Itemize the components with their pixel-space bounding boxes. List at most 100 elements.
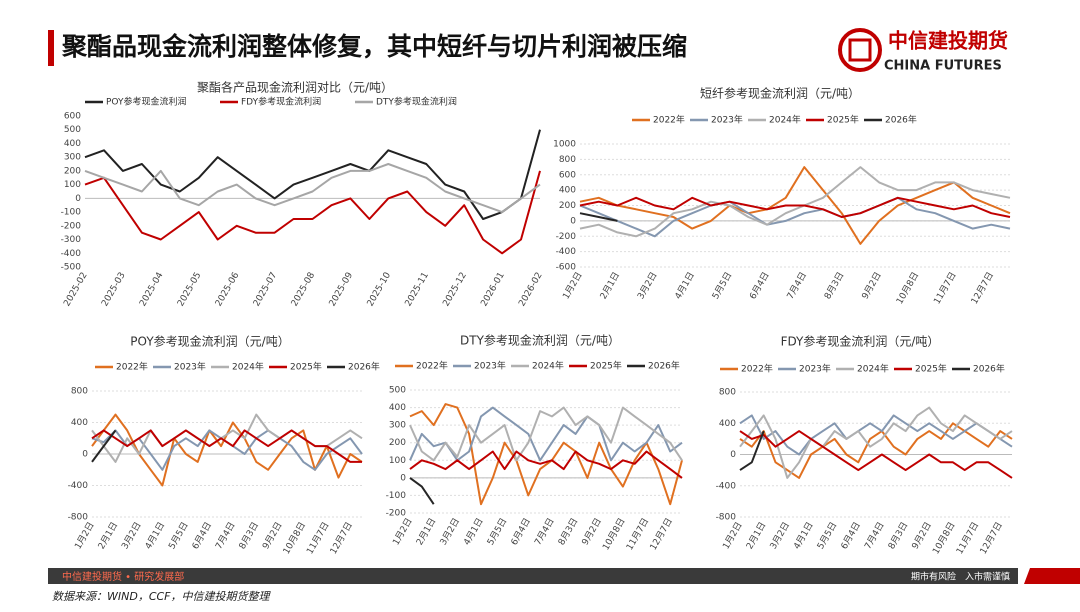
legend-label: FDY参考现金流利润 [241,96,321,108]
series-line [739,406,1013,479]
x-tick-label: 1月2日 [391,516,415,547]
footer-left: 中信建投期货 • 研究发展部 [62,570,184,583]
x-tick-label: 7月4日 [213,520,237,551]
y-tick-label: -600 [556,263,577,273]
x-tick-label: 6月4日 [839,520,863,551]
series-line [409,450,683,479]
footer-bar [48,568,1018,584]
y-tick-label: 400 [71,418,88,428]
y-tick-label: -100 [386,491,407,501]
legend-label: 2024年 [232,361,264,373]
legend-label: 2025年 [590,360,622,372]
y-tick-label: 200 [389,438,406,448]
y-tick-label: -400 [556,247,577,257]
x-tick-label: 4月1日 [791,520,815,551]
y-tick-label: 0 [400,473,406,483]
series-line [739,422,1013,479]
y-tick-label: -400 [716,481,737,491]
legend-label: 2024年 [769,114,801,126]
series-line [409,406,683,462]
legend-label: 2026年 [885,114,917,126]
x-tick-label: 8月3日 [556,516,580,547]
legend-label: 2024年 [532,360,564,372]
x-tick-label: 1月2日 [73,520,97,551]
y-tick-label: 800 [559,155,576,165]
chart-title: 聚酯各产品现金流利润对比（元/吨） [197,80,393,95]
x-tick-label: 2月1日 [414,516,438,547]
x-tick-label: 11月7日 [954,520,981,556]
legend-label: 2023年 [474,360,506,372]
x-tick-label: 2月1日 [744,520,768,551]
legend-label: 2026年 [348,361,380,373]
series-line [739,430,1013,479]
legend-label: DTY参考现金流利润 [376,96,457,108]
x-tick-label: 2025-03 [100,271,127,309]
y-tick-label: 500 [64,125,81,135]
x-tick-label: 4月1日 [461,516,485,547]
x-tick-label: 2月1日 [96,520,120,551]
series-line [579,166,1011,238]
x-tick-label: 2025-10 [366,271,394,309]
y-tick-label: 400 [389,403,406,413]
x-tick-label: 6月4日 [190,520,214,551]
y-tick-label: -200 [386,509,407,519]
x-tick-label: 7月4日 [862,520,886,551]
y-tick-label: -400 [68,481,89,491]
footer-right: 期市有风险 入市需谨慎 [911,571,1010,583]
y-tick-label: 600 [559,170,576,180]
x-tick-label: 2025-07 [252,271,279,309]
series-line [739,430,765,471]
x-tick-label: 2月1日 [598,270,622,301]
x-tick-label: 12月7日 [978,520,1005,556]
y-tick-label: 600 [64,112,81,122]
series-line [91,413,363,487]
x-tick-label: 12月7日 [328,520,355,556]
x-tick-label: 9月2日 [910,520,934,551]
y-tick-label: -300 [61,235,82,245]
y-tick-label: 0 [75,194,81,204]
x-tick-label: 2026-02 [517,271,544,309]
legend-label: 2022年 [416,360,448,372]
y-tick-label: -400 [61,249,82,259]
y-tick-label: 0 [82,450,88,460]
x-tick-label: 3月2日 [635,270,659,301]
x-tick-label: 11月7日 [624,516,651,552]
y-tick-label: 200 [559,201,576,211]
x-tick-label: 1月2日 [721,520,745,551]
x-tick-label: 2025-05 [176,271,203,309]
y-tick-label: -200 [61,221,82,231]
chart-title: FDY参考现金流利润（元/吨） [781,334,940,349]
legend-label: 2022年 [741,363,773,375]
y-tick-label: 300 [64,153,81,163]
y-tick-label: -200 [556,232,577,242]
chart-title: POY参考现金流利润（元/吨） [130,334,289,349]
series-line [409,477,435,505]
x-tick-label: 1月2日 [561,270,585,301]
y-tick-label: 0 [570,216,576,226]
series-line [84,129,541,220]
y-tick-label: 1000 [553,140,576,150]
y-tick-label: 800 [71,387,88,397]
legend-label: 2025年 [915,363,947,375]
x-tick-label: 2025-02 [62,271,89,309]
x-tick-label: 10月8日 [894,270,921,306]
x-tick-label: 4月1日 [143,520,167,551]
series-line [84,163,541,214]
x-tick-label: 3月2日 [768,520,792,551]
series-line [409,403,683,506]
x-tick-label: 9月2日 [580,516,604,547]
legend-label: 2023年 [799,363,831,375]
y-tick-label: 200 [64,166,81,176]
x-tick-label: 7月4日 [785,270,809,301]
series-line [579,166,1011,245]
logo-mark [848,38,872,62]
x-tick-label: 9月2日 [260,520,284,551]
y-tick-label: -100 [61,208,82,218]
legend-label: 2022年 [653,114,685,126]
x-tick-label: 2025-06 [214,271,242,309]
series-line [91,429,117,463]
x-tick-label: 8月3日 [886,520,910,551]
legend-label: POY参考现金流利润 [106,96,187,108]
x-tick-label: 5月5日 [166,520,190,551]
